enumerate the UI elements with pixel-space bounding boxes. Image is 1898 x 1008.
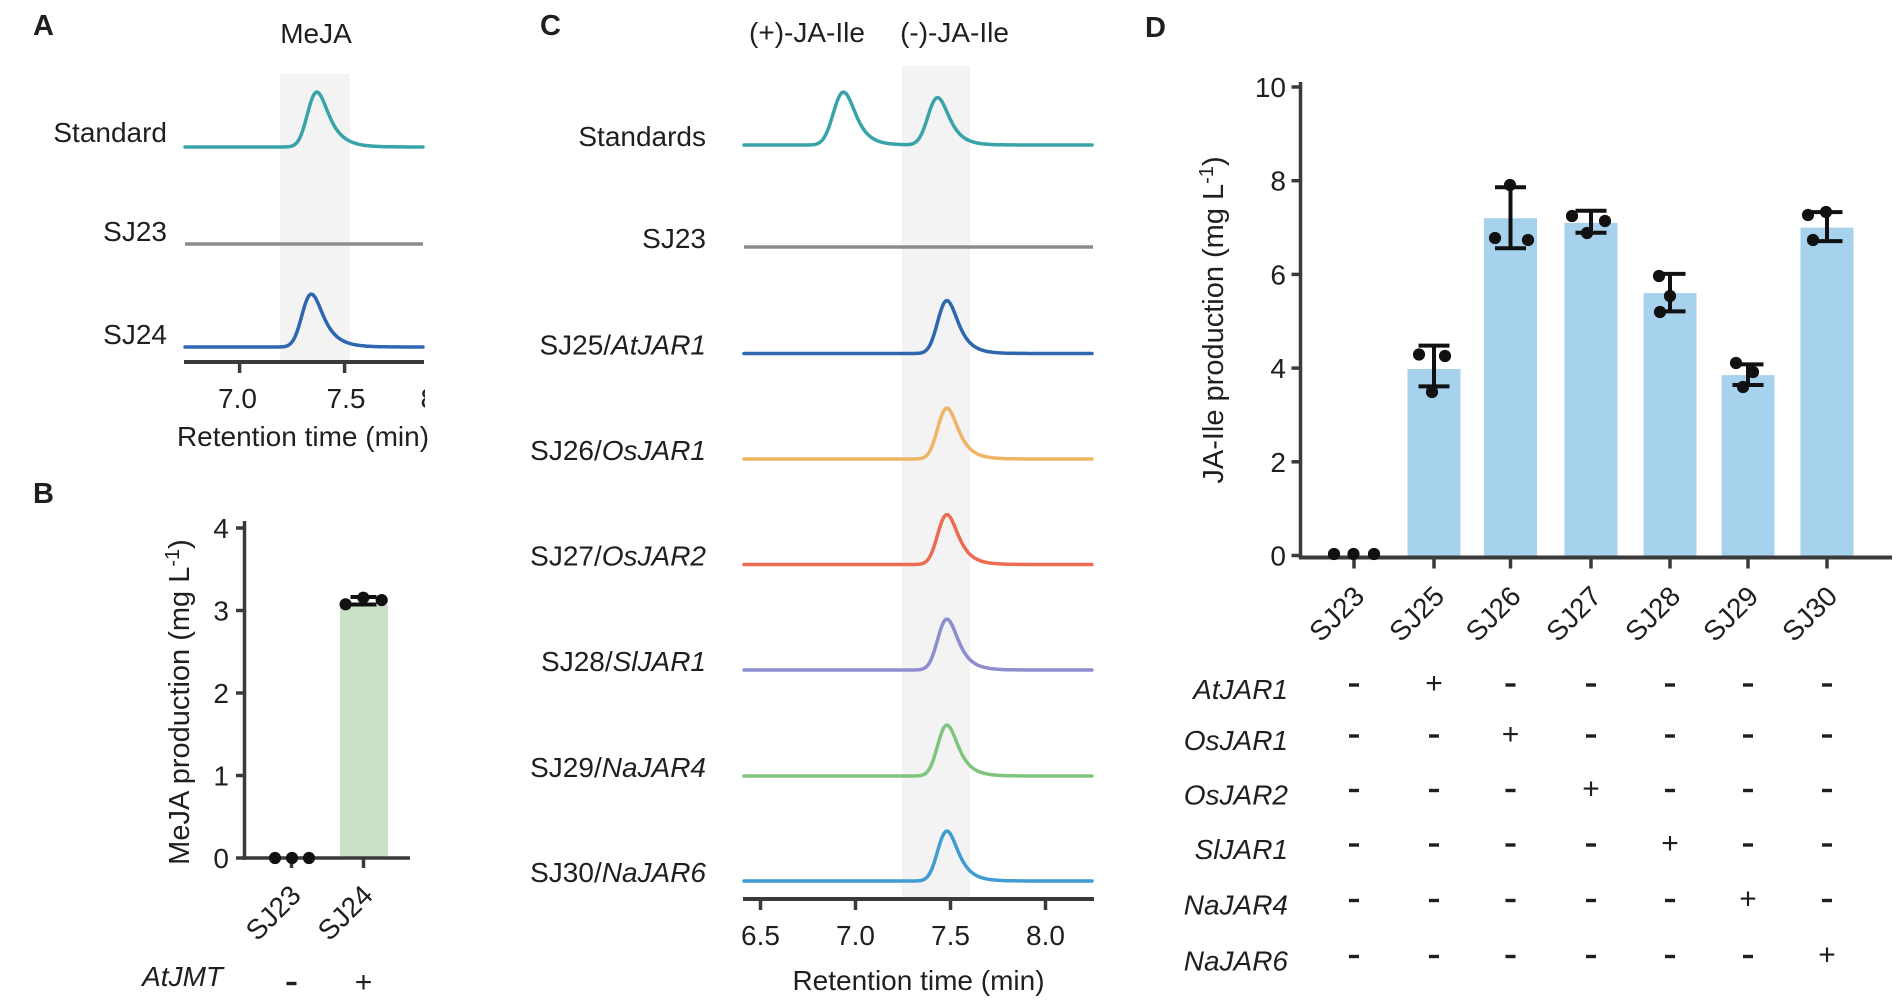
- svg-text:Retention time (min): Retention time (min): [177, 421, 429, 452]
- svg-text:0: 0: [213, 843, 229, 874]
- svg-text:+: +: [1661, 827, 1679, 860]
- svg-text:+: +: [1582, 773, 1600, 806]
- svg-text:6: 6: [1270, 259, 1286, 290]
- svg-text:NaJAR4: NaJAR4: [1184, 890, 1288, 921]
- svg-text:+: +: [1739, 883, 1757, 916]
- svg-text:OsJAR2: OsJAR2: [1184, 780, 1289, 811]
- svg-text:6.5: 6.5: [741, 920, 780, 951]
- svg-text:SJ29/NaJAR4: SJ29/NaJAR4: [530, 752, 706, 783]
- svg-text:D: D: [1145, 12, 1166, 44]
- svg-text:SJ28/SlJAR1: SJ28/SlJAR1: [541, 646, 706, 677]
- svg-text:SJ24: SJ24: [103, 319, 167, 350]
- svg-text:AtJAR1: AtJAR1: [1191, 674, 1288, 705]
- svg-text:+: +: [1425, 667, 1443, 700]
- svg-text:1: 1: [213, 761, 229, 792]
- svg-text:Standards: Standards: [578, 121, 706, 152]
- svg-text:(-)-JA-Ile: (-)-JA-Ile: [900, 17, 1009, 48]
- svg-text:8.0: 8.0: [1026, 920, 1065, 951]
- svg-text:SJ26/OsJAR1: SJ26/OsJAR1: [530, 435, 706, 466]
- svg-text:+: +: [1818, 939, 1836, 972]
- svg-text:Retention time (min): Retention time (min): [792, 965, 1044, 996]
- svg-text:7.5: 7.5: [931, 920, 970, 951]
- svg-text:7.0: 7.0: [218, 383, 257, 414]
- svg-text:8.0: 8.0: [421, 383, 460, 414]
- svg-text:8: 8: [1270, 166, 1286, 197]
- svg-text:SJ30/NaJAR6: SJ30/NaJAR6: [530, 857, 706, 888]
- svg-text:MeJA production (mg L-1): MeJA production (mg L-1): [162, 539, 196, 865]
- svg-text:SlJAR1: SlJAR1: [1195, 834, 1288, 865]
- svg-text:MeJA: MeJA: [280, 18, 352, 49]
- svg-text:7.5: 7.5: [327, 383, 366, 414]
- svg-text:SJ23: SJ23: [103, 216, 167, 247]
- svg-text:4: 4: [213, 513, 229, 544]
- svg-text:AtJMT: AtJMT: [140, 961, 225, 992]
- svg-text:7.0: 7.0: [836, 920, 875, 951]
- svg-text:3: 3: [213, 596, 229, 627]
- svg-text:0: 0: [1270, 541, 1286, 572]
- svg-text:2: 2: [213, 678, 229, 709]
- svg-text:(+)-JA-Ile: (+)-JA-Ile: [749, 17, 865, 48]
- svg-text:2: 2: [1270, 447, 1286, 478]
- svg-text:SJ23: SJ23: [642, 223, 706, 254]
- svg-text:C: C: [540, 10, 561, 42]
- svg-text:10: 10: [1255, 72, 1286, 103]
- svg-text:JA-Ile production (mg L-1): JA-Ile production (mg L-1): [1196, 156, 1230, 483]
- svg-text:Standard: Standard: [53, 117, 167, 148]
- svg-text:OsJAR1: OsJAR1: [1184, 725, 1288, 756]
- svg-text:4: 4: [1270, 353, 1286, 384]
- svg-text:SJ25/AtJAR1: SJ25/AtJAR1: [539, 330, 706, 361]
- svg-text:A: A: [33, 10, 54, 42]
- svg-text:B: B: [33, 478, 54, 510]
- svg-text:SJ27/OsJAR2: SJ27/OsJAR2: [530, 541, 706, 572]
- svg-text:NaJAR6: NaJAR6: [1184, 946, 1289, 977]
- svg-text:+: +: [1502, 718, 1520, 751]
- svg-text:+: +: [355, 966, 373, 999]
